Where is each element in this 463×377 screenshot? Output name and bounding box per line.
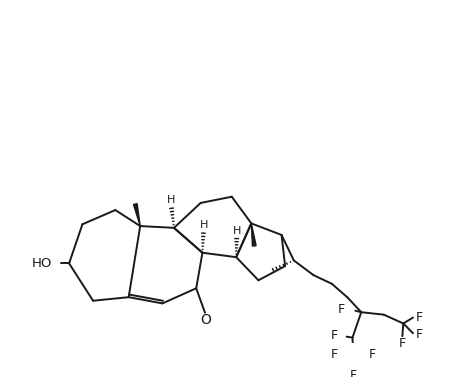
Text: HO: HO [32,257,52,270]
Text: F: F [415,328,422,341]
Text: F: F [330,329,337,342]
Text: F: F [368,348,375,361]
Text: F: F [338,303,344,316]
Text: F: F [349,369,356,377]
Text: H: H [232,226,241,236]
Polygon shape [133,204,140,226]
Text: F: F [398,337,405,350]
Text: O: O [200,313,211,326]
Text: H: H [166,195,175,205]
Polygon shape [251,224,256,246]
Text: F: F [331,348,338,361]
Text: F: F [415,311,422,323]
Text: H: H [200,220,208,230]
